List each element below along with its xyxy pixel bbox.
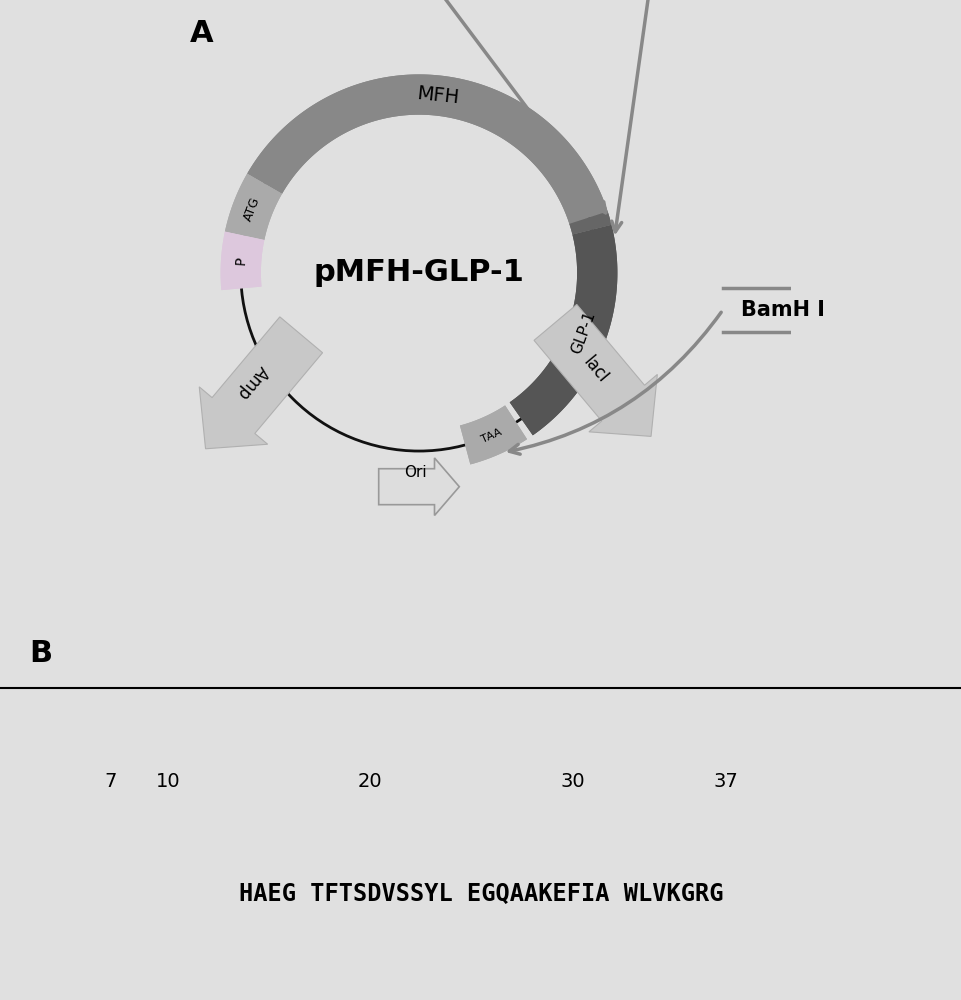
Text: 10: 10 (156, 772, 181, 791)
Polygon shape (199, 317, 322, 449)
Text: A: A (189, 19, 213, 48)
Text: ATG: ATG (242, 195, 263, 223)
Text: lacI: lacI (579, 353, 611, 387)
Text: 20: 20 (357, 772, 382, 791)
Polygon shape (459, 405, 527, 464)
Polygon shape (569, 211, 611, 235)
Polygon shape (220, 232, 264, 290)
Polygon shape (225, 174, 282, 240)
Text: P: P (234, 256, 248, 265)
Polygon shape (509, 225, 617, 435)
Polygon shape (247, 74, 607, 224)
Text: pMFH-GLP-1: pMFH-GLP-1 (313, 258, 524, 287)
Polygon shape (225, 174, 282, 240)
Polygon shape (509, 225, 617, 435)
Polygon shape (459, 405, 527, 464)
Text: MFH: MFH (415, 84, 459, 107)
Polygon shape (533, 304, 656, 436)
Polygon shape (379, 458, 458, 515)
Text: Ori: Ori (405, 465, 427, 480)
Text: 7: 7 (105, 772, 116, 791)
Text: 30: 30 (559, 772, 584, 791)
Text: GLP-1: GLP-1 (568, 309, 598, 356)
Polygon shape (569, 211, 611, 235)
Polygon shape (247, 74, 607, 224)
Text: 37: 37 (713, 772, 738, 791)
Text: B: B (29, 639, 52, 668)
Text: HAEG TFTSDVSSYL EGQAAKEFIA WLVKGRG: HAEG TFTSDVSSYL EGQAAKEFIA WLVKGRG (238, 882, 723, 906)
Text: Amp: Amp (233, 362, 271, 403)
Polygon shape (220, 232, 264, 290)
Text: TAA: TAA (480, 427, 503, 445)
Text: BamH I: BamH I (741, 300, 825, 320)
